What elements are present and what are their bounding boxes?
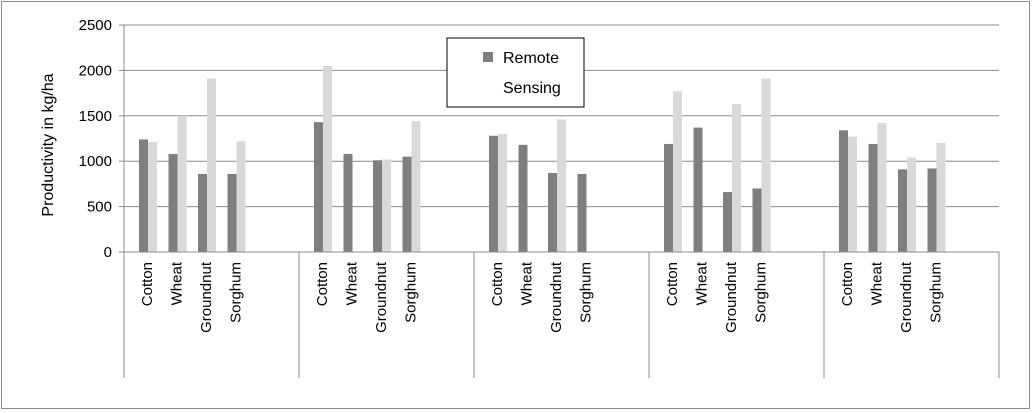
x-tick-label: Cotton xyxy=(139,262,156,306)
x-tick-label: Cotton xyxy=(489,262,506,306)
y-axis-label: Productivity in kg/ha xyxy=(40,73,57,216)
bar xyxy=(577,173,587,252)
bar xyxy=(877,123,887,253)
x-axis: Cotton Wheat Groundnut Sorghum Cotton Wheat Gr… xyxy=(123,25,1000,378)
bar xyxy=(411,121,421,252)
bar xyxy=(898,169,907,252)
bar xyxy=(848,136,857,252)
bar xyxy=(927,168,937,252)
bar xyxy=(732,103,741,252)
y-tick-label: 0 xyxy=(104,244,112,261)
bar xyxy=(489,135,498,252)
legend-label-line2: Sensing xyxy=(503,80,561,97)
bar xyxy=(518,144,528,252)
bar xyxy=(752,188,762,252)
bar xyxy=(723,192,732,252)
x-tick-label: Wheat xyxy=(344,261,361,305)
bar xyxy=(323,65,332,252)
x-tick-label: Sorghum xyxy=(228,262,245,323)
y-tick-label: 2000 xyxy=(79,62,112,79)
bar xyxy=(198,173,207,252)
x-tick-label: Wheat xyxy=(869,261,886,305)
legend-label-line1: Remote xyxy=(503,50,559,67)
legend-box xyxy=(446,37,585,108)
bar xyxy=(177,115,187,252)
bar xyxy=(673,91,682,252)
y-tick-label: 1000 xyxy=(79,153,112,170)
x-tick-label: Cotton xyxy=(314,262,331,306)
bar xyxy=(382,159,391,252)
legend: Remote Sensing xyxy=(446,37,585,108)
bar xyxy=(868,143,878,252)
x-tick-label: Groundnut xyxy=(898,261,915,333)
bar xyxy=(227,173,237,252)
legend-swatch-remote-sensing xyxy=(483,52,493,62)
x-tick-label: Wheat xyxy=(519,261,536,305)
bar xyxy=(761,78,771,253)
bar xyxy=(693,127,703,252)
y-tick-label: 2500 xyxy=(79,17,112,34)
x-tick-label: Cotton xyxy=(839,262,856,306)
x-tick-label: Sorghum xyxy=(753,262,770,323)
bar xyxy=(148,142,157,252)
y-tick-label: 1500 xyxy=(79,108,112,125)
x-tick-label: Groundnut xyxy=(548,261,565,333)
x-tick-label: Wheat xyxy=(694,261,711,305)
bar xyxy=(207,78,216,253)
bar xyxy=(664,143,673,252)
bar xyxy=(498,133,507,252)
bar xyxy=(557,119,566,252)
x-tick-label: Sorghum xyxy=(578,262,595,323)
bar xyxy=(936,143,946,252)
bar xyxy=(402,156,412,252)
x-tick-label: Groundnut xyxy=(373,261,390,333)
bar xyxy=(907,157,916,252)
bar xyxy=(236,141,246,252)
y-tick-label: 500 xyxy=(87,199,112,216)
bar xyxy=(314,122,323,252)
x-tick-label: Sorghum xyxy=(403,262,420,323)
x-tick-label: Cotton xyxy=(664,262,681,306)
bars xyxy=(139,65,946,253)
x-tick-label: Groundnut xyxy=(723,261,740,333)
y-axis-ticks: 0 500 1000 1500 2000 2500 xyxy=(79,17,124,261)
bar xyxy=(139,139,148,252)
bar xyxy=(839,130,848,252)
bar xyxy=(548,173,557,252)
x-tick-label: Sorghum xyxy=(928,262,945,323)
bar xyxy=(373,160,382,252)
bar xyxy=(168,153,178,252)
bar xyxy=(343,153,353,252)
x-tick-label: Wheat xyxy=(169,261,186,305)
x-tick-label: Groundnut xyxy=(198,261,215,333)
